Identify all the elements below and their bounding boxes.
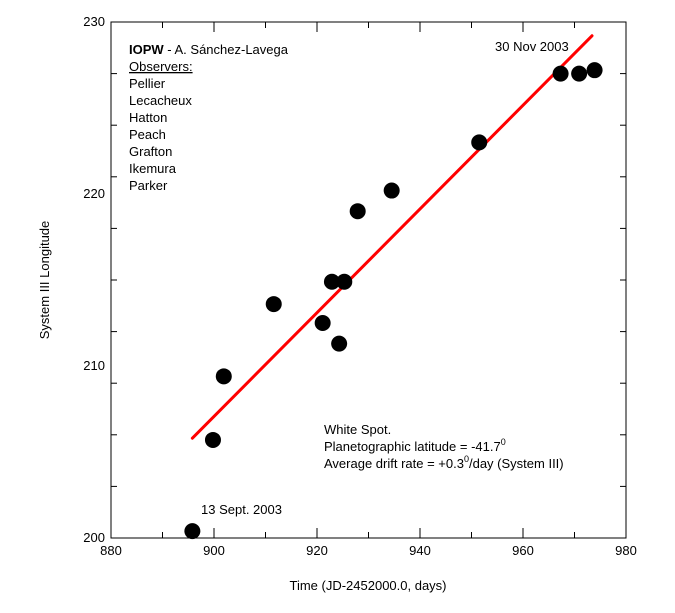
data-point <box>349 203 366 220</box>
observer-name: Grafton <box>129 144 172 159</box>
y-tick-label: 200 <box>83 530 105 545</box>
data-point <box>586 62 603 79</box>
x-tick-label: 980 <box>615 543 637 558</box>
info-latitude-degree: 0 <box>501 437 506 447</box>
observer-name: Hatton <box>129 110 167 125</box>
data-points <box>184 62 603 540</box>
axis-ticks <box>110 21 627 539</box>
info-drift-unit: /day (System III) <box>469 456 564 471</box>
x-tick-label: 900 <box>203 543 225 558</box>
info-line-1: White Spot. <box>324 422 391 437</box>
end-date-annotation: 30 Nov 2003 <box>495 39 569 54</box>
x-tick-label: 960 <box>512 543 534 558</box>
observer-name: Peach <box>129 127 166 142</box>
data-point <box>552 65 569 82</box>
observers-list: Pellier Lecacheux Hatton Peach Grafton Ikemur… <box>129 76 192 193</box>
data-point <box>215 368 232 385</box>
observer-name: Lecacheux <box>129 93 192 108</box>
y-axis-label: System III Longitude <box>37 221 52 340</box>
credit-org: IOPW <box>129 42 164 57</box>
info-line-3: Average drift rate = +0.30/day (System I… <box>324 454 564 471</box>
observers-heading: Observers: <box>129 59 193 74</box>
x-tick-label: 880 <box>100 543 122 558</box>
data-point <box>471 134 488 151</box>
info-line-2: Planetographic latitude = -41.70 <box>324 437 506 454</box>
fit-line <box>190 34 594 440</box>
observer-name: Ikemura <box>129 161 177 176</box>
data-point <box>204 431 221 448</box>
info-latitude: Planetographic latitude = -41.7 <box>324 439 501 454</box>
info-drift-degree: 0 <box>464 454 469 464</box>
data-point <box>571 65 588 82</box>
x-tick-label: 920 <box>306 543 328 558</box>
info-drift: Average drift rate = +0.3 <box>324 456 464 471</box>
data-point <box>184 523 201 540</box>
credit-author: - A. Sánchez-Lavega <box>164 42 289 57</box>
data-point <box>336 273 353 290</box>
observer-name: Pellier <box>129 76 166 91</box>
x-axis-label: Time (JD-2452000.0, days) <box>289 578 446 593</box>
data-point <box>331 335 348 352</box>
data-point <box>314 315 331 331</box>
data-point <box>323 273 340 290</box>
start-date-annotation: 13 Sept. 2003 <box>201 502 282 517</box>
credit-line: IOPW - A. Sánchez-Lavega <box>129 42 289 57</box>
x-tick-label: 940 <box>409 543 431 558</box>
y-tick-label: 230 <box>83 14 105 29</box>
observer-name: Parker <box>129 178 168 193</box>
axis-tick-labels: 880 900 920 940 960 980 200 210 220 230 <box>83 14 637 558</box>
data-point <box>265 296 282 313</box>
data-point <box>383 182 400 199</box>
y-tick-label: 220 <box>83 186 105 201</box>
y-tick-label: 210 <box>83 358 105 373</box>
